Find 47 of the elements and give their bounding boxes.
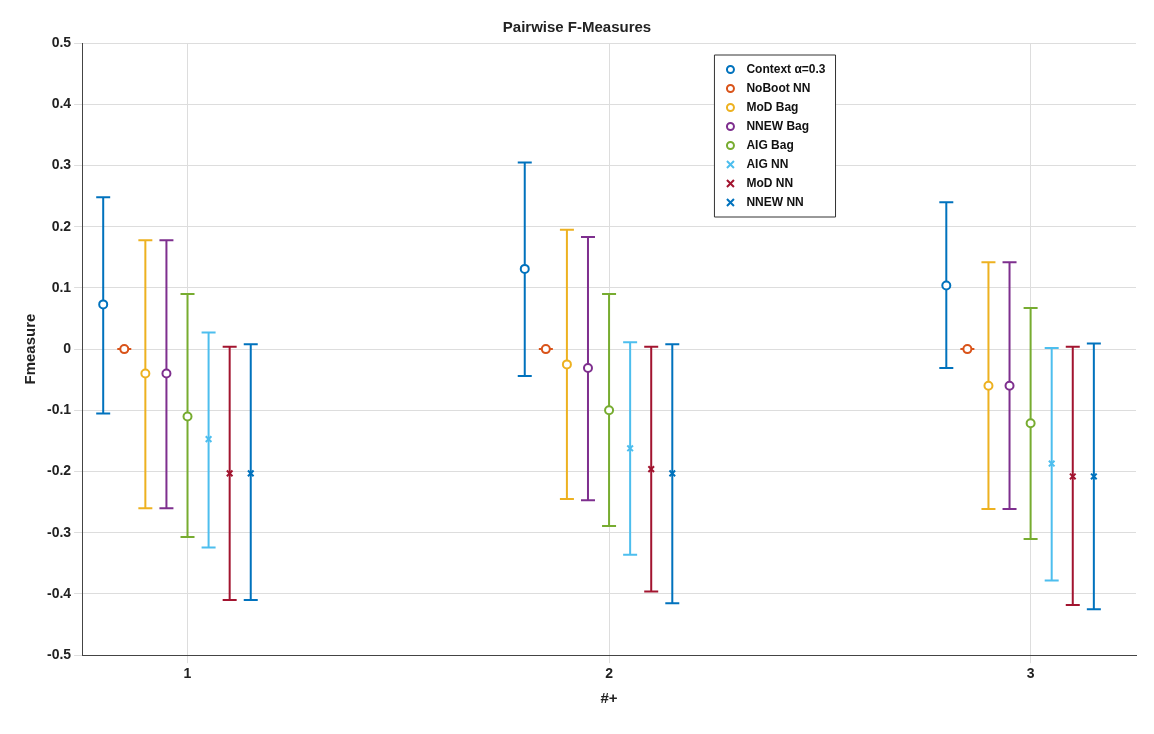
point: [604, 405, 615, 416]
y-tick-label: 0.2: [51, 217, 72, 234]
y-axis-title: Fmeasure: [21, 313, 39, 385]
point: [225, 469, 234, 478]
y-tick-label: -0.5: [47, 646, 72, 663]
x-tick-label: 1: [183, 665, 192, 682]
point: [962, 344, 973, 355]
point: [1004, 380, 1015, 391]
point: [98, 299, 109, 310]
point: [119, 344, 130, 355]
x-tick-label: 3: [1026, 665, 1035, 682]
point: [1025, 418, 1036, 429]
point: [941, 280, 952, 291]
y-tick-label: 0: [63, 339, 72, 356]
y-tick-label: -0.2: [47, 462, 72, 479]
x-tick-label: 2: [605, 665, 614, 682]
y-tick-label: -0.3: [47, 523, 72, 540]
point: [246, 469, 255, 478]
point: [561, 359, 572, 370]
legend-label: AIG Bag: [746, 137, 794, 152]
y-tick-label: 0.3: [51, 156, 72, 173]
legend-label: NNEW NN: [746, 194, 804, 209]
legend-label: AIG NN: [746, 156, 789, 171]
legend-label: MoD NN: [746, 175, 794, 190]
y-tick-label: 0.5: [51, 33, 72, 50]
point: [983, 380, 994, 391]
point: [626, 444, 634, 453]
point: [668, 469, 677, 478]
point: [582, 363, 593, 374]
point: [1068, 472, 1077, 481]
point: [1047, 459, 1056, 468]
point: [1090, 472, 1098, 481]
point: [540, 344, 551, 355]
y-tick-label: 0.4: [51, 95, 72, 112]
point: [519, 263, 530, 274]
point: [140, 368, 151, 379]
legend-label: NNEW Bag: [746, 118, 810, 133]
legend-label: Context α=0.3: [746, 61, 826, 76]
y-tick-label: -0.1: [47, 401, 72, 418]
y-tick-label: 0.1: [51, 278, 72, 295]
y-tick-label: -0.4: [47, 584, 72, 601]
legend-label: MoD Bag: [746, 99, 799, 114]
x-axis-title: #+: [600, 689, 618, 707]
point: [161, 368, 172, 379]
chart-title: Pairwise F-Measures: [502, 18, 652, 36]
point: [182, 411, 193, 422]
legend-label: NoBoot NN: [746, 80, 811, 95]
